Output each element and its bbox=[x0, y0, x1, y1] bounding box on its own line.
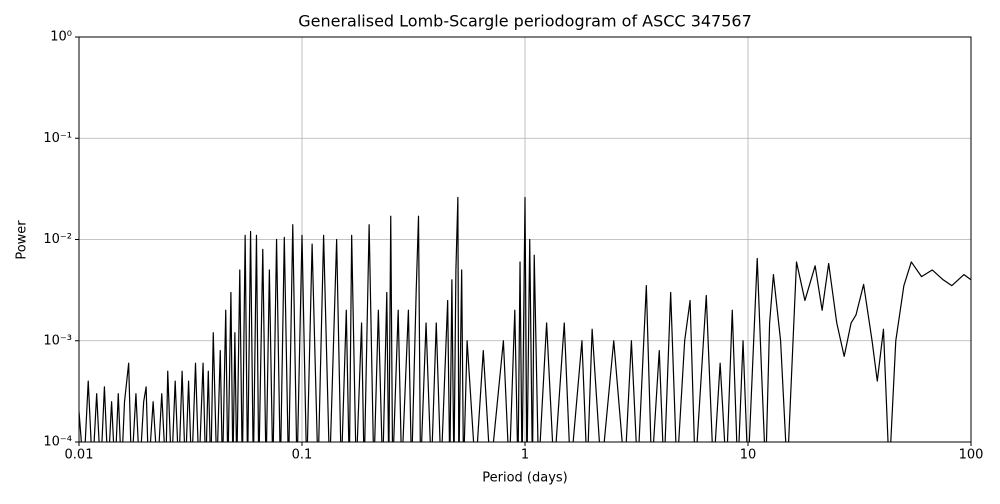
periodogram-line bbox=[79, 196, 971, 442]
y-tick-label: 10⁻³ bbox=[43, 333, 72, 348]
x-tick-label: 100 bbox=[959, 448, 984, 463]
x-axis-label: Period (days) bbox=[482, 471, 568, 486]
x-tick-label: 0.01 bbox=[65, 448, 94, 463]
y-tick-label: 10⁻¹ bbox=[43, 131, 72, 146]
chart-title: Generalised Lomb-Scargle periodogram of … bbox=[298, 12, 752, 31]
y-tick-label: 10⁻² bbox=[43, 232, 72, 247]
plot-frame bbox=[78, 36, 972, 443]
y-tick-label: 10⁰ bbox=[50, 30, 72, 45]
x-tick-label: 1 bbox=[521, 448, 529, 463]
y-axis-label: Power bbox=[15, 220, 30, 260]
y-tick-label: 10⁻⁴ bbox=[43, 435, 72, 450]
x-tick-label: 10 bbox=[740, 448, 757, 463]
x-tick-label: 0.1 bbox=[292, 448, 313, 463]
